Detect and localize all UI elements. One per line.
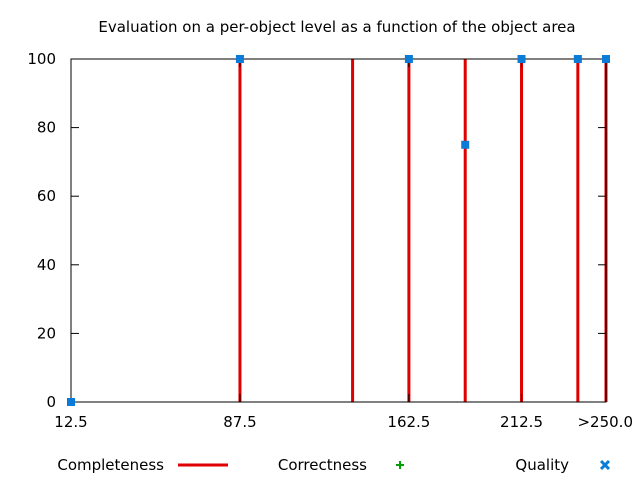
y-tick-label: 80 [37, 119, 56, 137]
legend-quality-label: Quality [515, 456, 569, 474]
y-tick-label: 40 [37, 256, 56, 274]
legend-completeness-label: Completeness [57, 456, 164, 474]
quality-point [573, 55, 582, 63]
x-tick-label: 212.5 [500, 413, 543, 431]
x-tick-label: 162.5 [387, 413, 430, 431]
chart-title: Evaluation on a per-object level as a fu… [98, 18, 575, 36]
y-tick-label: 100 [27, 50, 56, 68]
quality-point [461, 140, 470, 149]
x-tick-label: >250.0 [577, 413, 633, 431]
x-tick-label: 12.5 [54, 413, 87, 431]
legend-quality-swatch [599, 459, 611, 471]
y-tick-label: 20 [37, 324, 56, 342]
legend-correctness-label: Correctness [278, 456, 367, 474]
quality-point [67, 398, 75, 406]
quality-point [602, 55, 610, 63]
x-tick-label: 87.5 [223, 413, 256, 431]
plot-border [70, 58, 607, 403]
quality-point [517, 55, 526, 63]
y-tick-label: 60 [37, 187, 56, 205]
y-tick-label: 0 [46, 393, 56, 411]
quality-point [235, 55, 244, 63]
quality-point [404, 55, 413, 63]
